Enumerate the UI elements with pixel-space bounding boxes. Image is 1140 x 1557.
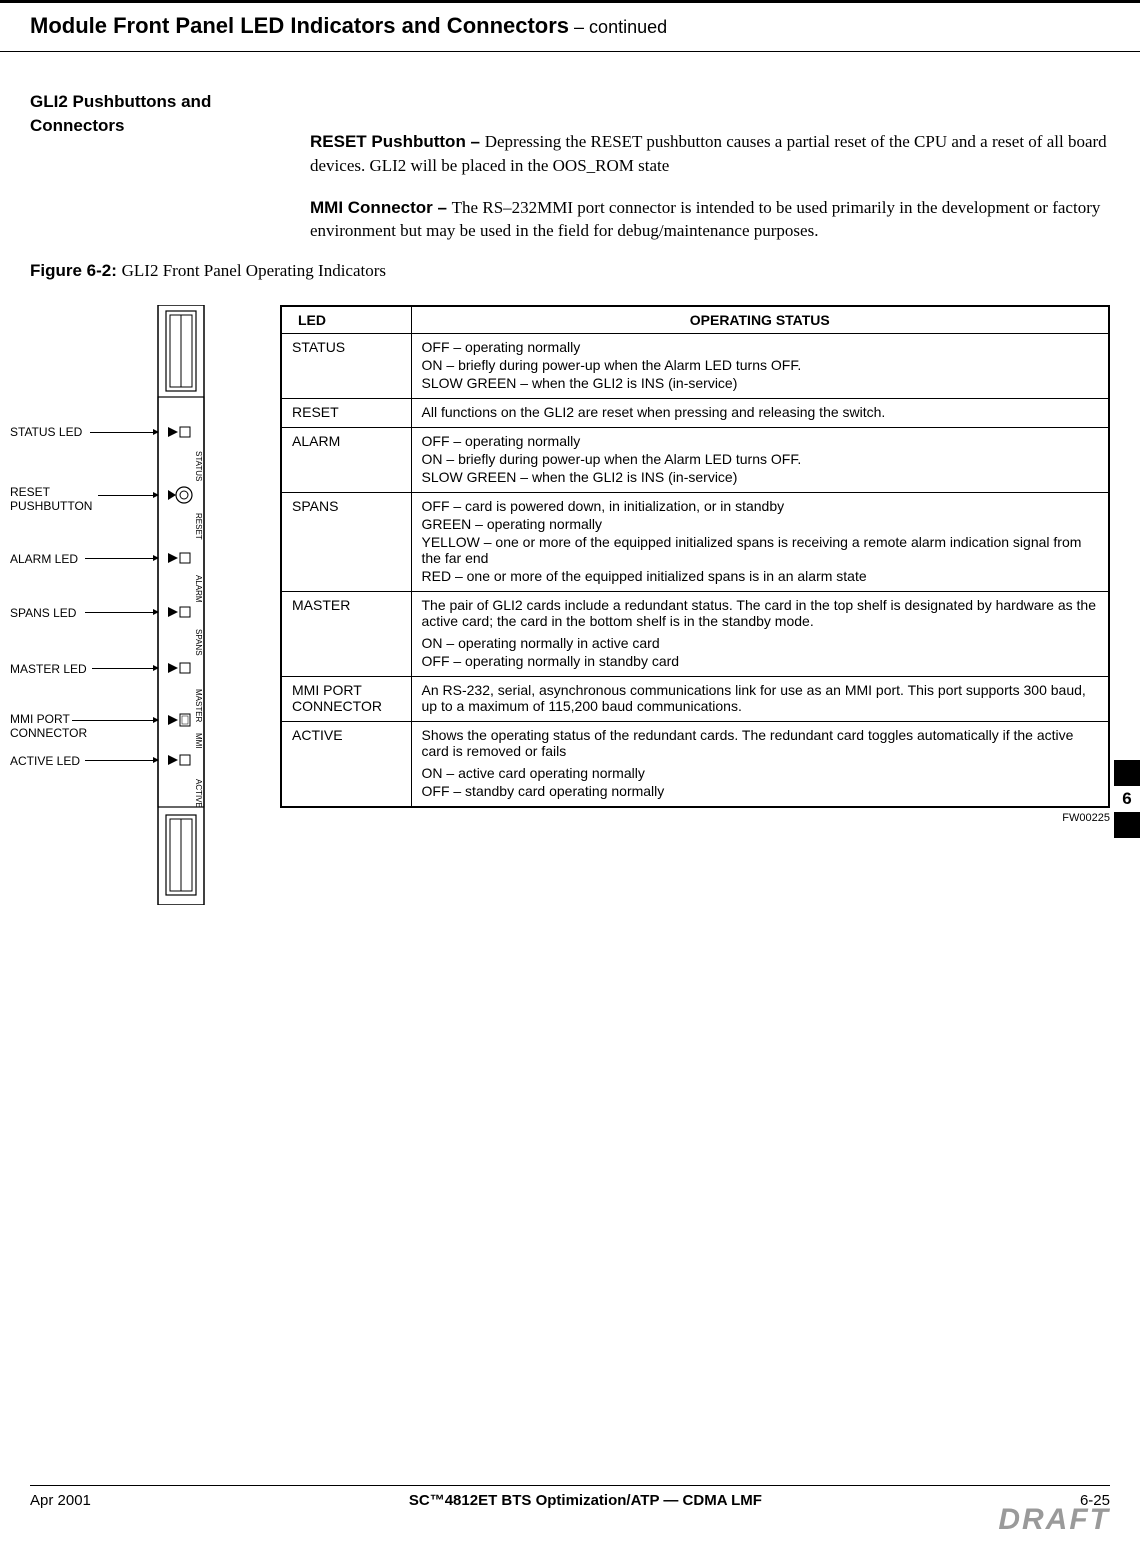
cell-status: OFF – card is powered down, in initializ… (411, 493, 1109, 592)
panel-mmi-label: MMI (194, 733, 203, 749)
table-row: MMI PORT CONNECTOR An RS-232, serial, asy… (281, 677, 1109, 722)
table-row: STATUS OFF – operating normally ON – brief… (281, 334, 1109, 399)
label-spans-led: SPANS LED (10, 606, 76, 620)
footer-date: Apr 2001 (30, 1492, 91, 1509)
cell-status: OFF – operating normally ON – briefly dur… (411, 428, 1109, 493)
label-reset-l1: RESET (10, 485, 50, 499)
cell-led: ALARM (281, 428, 411, 493)
status-line: An RS-232, serial, asynchronous communic… (422, 682, 1099, 714)
status-line: ON – operating normally in active card (422, 635, 1099, 651)
status-line: SLOW GREEN – when the GLI2 is INS (in-se… (422, 375, 1099, 391)
text-block: RESET Pushbutton – Depressing the RESET … (310, 130, 1110, 243)
arrow-mmi (72, 720, 158, 721)
panel-spans-label: SPANS (194, 629, 203, 656)
arrow-alarm (85, 558, 158, 559)
cell-led: RESET (281, 399, 411, 428)
panel-status-label: STATUS (194, 451, 203, 481)
status-line: OFF – operating normally (422, 433, 1099, 449)
cell-status: Shows the operating status of the redund… (411, 722, 1109, 808)
table-column: LED OPERATING STATUS STATUSOFF – operati… (280, 305, 1110, 910)
th-led: LED (281, 306, 411, 334)
label-mmi-l1: MMI PORT (10, 712, 70, 726)
tab-bottom-black (1114, 812, 1140, 838)
status-line: OFF – operating normally in standby card (422, 653, 1099, 669)
cell-led: MMI PORT CONNECTOR (281, 677, 411, 722)
status-line: Shows the operating status of the redund… (422, 727, 1099, 759)
title-continued: – continued (569, 17, 667, 37)
mmi-paragraph: MMI Connector – The RS–232MMI port conne… (310, 196, 1110, 244)
section-label-line1: GLI2 Pushbuttons and (30, 92, 1110, 112)
status-line: ON – briefly during power-up when the Al… (422, 357, 1099, 373)
chapter-tab: 6 (1114, 760, 1140, 838)
cell-status: The pair of GLI2 cards include a redunda… (411, 592, 1109, 677)
footer-center: SC™4812ET BTS Optimization/ATP — CDMA LM… (409, 1492, 762, 1509)
reset-lead: RESET Pushbutton – (310, 132, 485, 151)
status-line: OFF – card is powered down, in initializ… (422, 498, 1099, 514)
cell-led: STATUS (281, 334, 411, 399)
status-line: RED – one or more of the equipped initia… (422, 568, 1099, 584)
cell-led: SPANS (281, 493, 411, 592)
label-master-led: MASTER LED (10, 662, 87, 676)
label-status-led: STATUS LED (10, 425, 82, 439)
label-active-led: ACTIVE LED (10, 754, 80, 768)
arrow-status (90, 432, 158, 433)
table-header-row: LED OPERATING STATUS (281, 306, 1109, 334)
figure-area: STATUS RESET ALARM SPANS MASTER (30, 305, 1110, 910)
front-panel-diagram: STATUS RESET ALARM SPANS MASTER (140, 305, 222, 905)
page-title: Module Front Panel LED Indicators and Co… (30, 13, 1110, 39)
figure-label: Figure 6-2: (30, 261, 122, 280)
arrow-spans (85, 612, 158, 613)
status-line: All functions on the GLI2 are reset when… (422, 404, 1099, 420)
table-row: RESET All functions on the GLI2 are reset… (281, 399, 1109, 428)
tab-top-black (1114, 760, 1140, 786)
panel-reset-label: RESET (194, 513, 203, 540)
cell-status: An RS-232, serial, asynchronous communic… (411, 677, 1109, 722)
title-main: Module Front Panel LED Indicators and Co… (30, 13, 569, 38)
status-line: ON – active card operating normally (422, 765, 1099, 781)
led-status-table: LED OPERATING STATUS STATUSOFF – operati… (280, 305, 1110, 808)
table-row: MASTER The pair of GLI2 cards include a r… (281, 592, 1109, 677)
cell-status: All functions on the GLI2 are reset when… (411, 399, 1109, 428)
status-line: ON – briefly during power-up when the Al… (422, 451, 1099, 467)
page-footer: Apr 2001 SC™4812ET BTS Optimization/ATP … (30, 1485, 1110, 1537)
figure-text: GLI2 Front Panel Operating Indicators (122, 261, 386, 280)
figure-caption: Figure 6-2: GLI2 Front Panel Operating I… (30, 261, 1110, 281)
page-header: Module Front Panel LED Indicators and Co… (0, 0, 1140, 52)
arrow-reset (98, 495, 158, 496)
table-row: ALARM OFF – operating normally ON – briefl… (281, 428, 1109, 493)
status-line: OFF – standby card operating normally (422, 783, 1099, 799)
cell-led: MASTER (281, 592, 411, 677)
cell-status: OFF – operating normally ON – briefly dur… (411, 334, 1109, 399)
label-reset-l2: PUSHBUTTON (10, 499, 92, 513)
arrow-active (85, 760, 158, 761)
figure-reference: FW00225 (280, 812, 1110, 824)
status-line: GREEN – operating normally (422, 516, 1099, 532)
panel-master-label: MASTER (194, 689, 203, 723)
status-line: OFF – operating normally (422, 339, 1099, 355)
diagram-column: STATUS RESET ALARM SPANS MASTER (30, 305, 250, 910)
th-status: OPERATING STATUS (411, 306, 1109, 334)
table-row: SPANS OFF – card is powered down, in init… (281, 493, 1109, 592)
status-line: SLOW GREEN – when the GLI2 is INS (in-se… (422, 469, 1099, 485)
panel-alarm-label: ALARM (194, 575, 203, 603)
panel-active-label: ACTIVE (194, 779, 203, 808)
table-row: ACTIVE Shows the operating status of the … (281, 722, 1109, 808)
content-area: GLI2 Pushbuttons and Connectors RESET Pu… (0, 52, 1140, 910)
cell-led: ACTIVE (281, 722, 411, 808)
status-line: YELLOW – one or more of the equipped ini… (422, 534, 1099, 566)
reset-paragraph: RESET Pushbutton – Depressing the RESET … (310, 130, 1110, 178)
arrow-master (92, 668, 158, 669)
mmi-lead: MMI Connector – (310, 198, 452, 217)
status-line: The pair of GLI2 cards include a redunda… (422, 597, 1099, 629)
tab-number: 6 (1114, 786, 1140, 812)
label-alarm-led: ALARM LED (10, 552, 78, 566)
label-mmi-l2: CONNECTOR (10, 726, 87, 740)
